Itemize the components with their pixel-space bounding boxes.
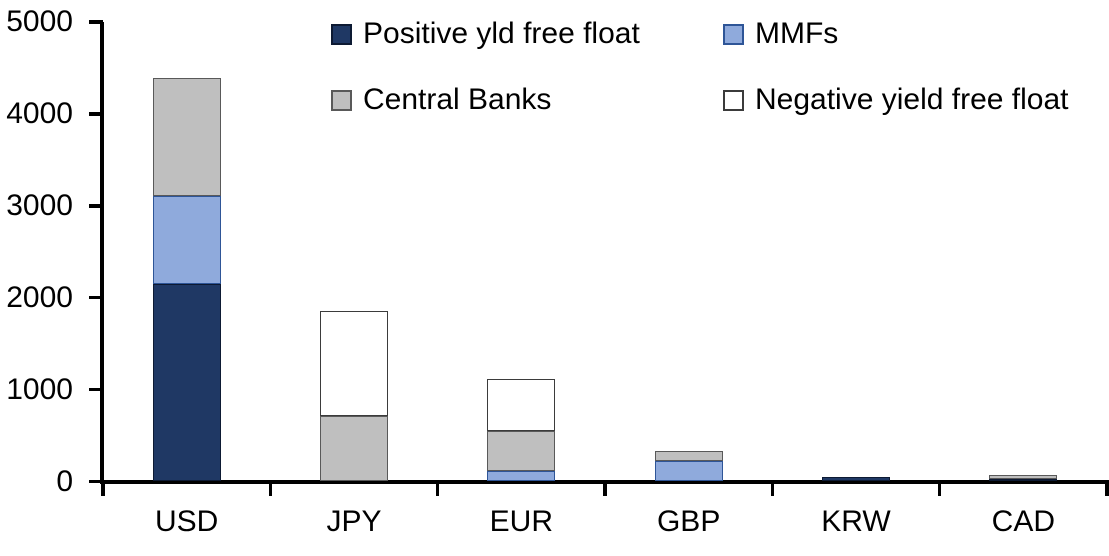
bar-segment <box>320 416 388 482</box>
bar-segment <box>654 460 723 482</box>
legend-item-central-banks: Central Banks <box>331 83 551 117</box>
legend-item-mmfs: MMFs <box>723 17 838 51</box>
x-axis-tick <box>770 479 775 496</box>
x-category-label-gbp: GBP <box>656 505 721 538</box>
legend-swatch-mmfs <box>723 23 744 45</box>
y-tick-label: 1000 <box>6 372 73 406</box>
bar-segment <box>152 195 221 284</box>
y-axis-line <box>99 22 104 484</box>
x-category-label-krw: KRW <box>821 505 891 538</box>
bar-segment <box>989 475 1058 479</box>
y-axis-tick <box>89 20 103 24</box>
y-tick-label: 0 <box>56 464 73 498</box>
x-category-label-jpy: JPY <box>326 505 382 538</box>
x-category-label-usd: USD <box>154 505 219 538</box>
x-axis-tick <box>937 479 942 496</box>
y-axis-tick <box>89 204 103 208</box>
x-axis-tick <box>435 479 440 496</box>
legend-swatch-negative-yield-free-float <box>723 89 744 111</box>
y-tick-label: 4000 <box>6 96 73 130</box>
x-category-label-eur: EUR <box>489 505 553 538</box>
y-axis-tick <box>89 387 103 392</box>
bar-segment <box>487 471 556 482</box>
legend-label: Negative yield free float <box>755 83 1069 116</box>
legend-label: MMFs <box>755 17 839 50</box>
x-axis-tick <box>1105 479 1109 496</box>
y-tick-label: 5000 <box>6 5 73 38</box>
bar-segment <box>487 379 556 432</box>
bar-segment <box>822 476 890 482</box>
legend-item-negative-yield-free-float: Negative yield free float <box>723 83 1069 117</box>
legend-label: Positive yld free float <box>363 17 640 50</box>
x-category-label-cad: CAD <box>991 505 1055 538</box>
legend-item-positive-yld-free-float: Positive yld free float <box>331 17 640 51</box>
bar-segment <box>654 451 723 461</box>
y-axis-tick <box>89 295 103 300</box>
y-axis-tick <box>89 112 103 116</box>
x-axis-tick <box>268 479 273 496</box>
x-axis-tick <box>603 479 607 496</box>
legend-swatch-central-banks <box>331 89 352 111</box>
bar-segment <box>487 431 556 472</box>
legend-swatch-positive-yld-free-float <box>331 23 352 45</box>
legend-label: Central Banks <box>363 83 552 116</box>
bar-segment <box>152 283 221 482</box>
x-axis-tick <box>101 479 105 496</box>
y-tick-label: 2000 <box>6 280 73 314</box>
bar-segment <box>320 311 388 417</box>
bar-segment <box>989 478 1058 482</box>
y-tick-label: 3000 <box>6 188 73 222</box>
bar-segment <box>152 78 221 196</box>
y-axis-tick <box>89 479 103 484</box>
